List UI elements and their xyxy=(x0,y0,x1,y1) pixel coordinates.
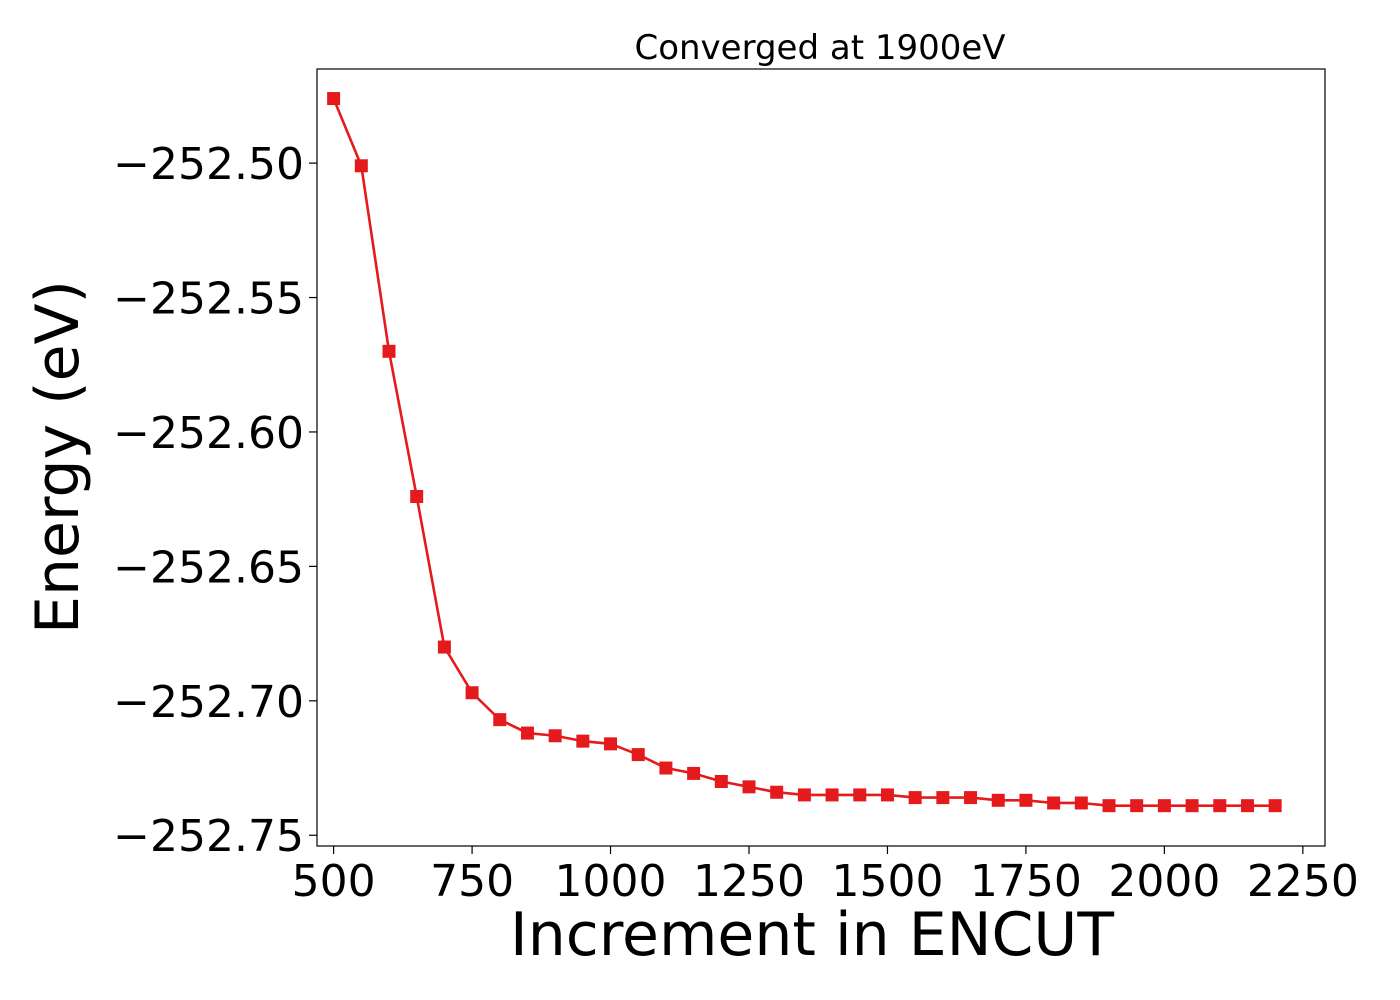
y-axis-title: Energy (eV) xyxy=(23,280,93,634)
data-point xyxy=(576,734,590,748)
x-tick-label: 2000 xyxy=(1108,856,1220,907)
data-point xyxy=(437,640,451,654)
data-point xyxy=(1240,799,1254,813)
data-point xyxy=(1268,799,1282,813)
data-point xyxy=(714,774,728,788)
data-point xyxy=(548,729,562,743)
x-tick-label: 2250 xyxy=(1247,856,1359,907)
x-tick-label: 750 xyxy=(430,856,514,907)
data-point xyxy=(1185,799,1199,813)
y-tick-label: −252.75 xyxy=(113,811,304,862)
data-point xyxy=(1157,799,1171,813)
y-tick-label: −252.65 xyxy=(113,542,304,593)
plot-area xyxy=(327,92,1282,813)
data-point xyxy=(631,748,645,762)
y-tick-label: −252.70 xyxy=(113,677,304,728)
data-point xyxy=(853,788,867,802)
data-point xyxy=(604,737,618,751)
data-point xyxy=(1019,793,1033,807)
data-point xyxy=(742,780,756,794)
data-point xyxy=(1047,796,1061,810)
x-tick-label: 1250 xyxy=(693,856,805,907)
y-axis: −252.50 −252.55 −252.60 −252.65 −252.70 −252.… xyxy=(113,139,317,862)
data-point xyxy=(1213,799,1227,813)
data-point xyxy=(825,788,839,802)
data-point xyxy=(410,489,424,503)
x-tick-label: 500 xyxy=(292,856,376,907)
data-point xyxy=(1074,796,1088,810)
y-tick-label: −252.60 xyxy=(113,408,304,459)
data-point xyxy=(770,785,784,799)
x-tick-label: 1500 xyxy=(831,856,943,907)
chart-title: Converged at 1900eV xyxy=(634,28,1005,68)
data-point xyxy=(493,713,507,727)
data-point xyxy=(1130,799,1144,813)
data-point xyxy=(908,791,922,805)
x-axis: 500 750 1000 1250 1500 1750 2000 2250 xyxy=(292,846,1359,907)
y-tick-label: −252.55 xyxy=(113,274,304,325)
x-tick-label: 1750 xyxy=(970,856,1082,907)
x-axis-title: Increment in ENCUT xyxy=(510,900,1114,970)
y-tick-label: −252.50 xyxy=(113,139,304,190)
data-point xyxy=(797,788,811,802)
data-point xyxy=(659,761,673,775)
data-point xyxy=(354,159,368,173)
data-point xyxy=(327,92,341,106)
data-point xyxy=(382,344,396,358)
data-point xyxy=(465,686,479,700)
x-tick-label: 1000 xyxy=(555,856,667,907)
data-point xyxy=(687,766,701,780)
data-point xyxy=(1102,799,1116,813)
data-point xyxy=(991,793,1005,807)
data-point xyxy=(936,791,950,805)
plot-frame xyxy=(316,68,1326,847)
data-point xyxy=(520,726,534,740)
data-point xyxy=(880,788,894,802)
data-point xyxy=(964,791,978,805)
